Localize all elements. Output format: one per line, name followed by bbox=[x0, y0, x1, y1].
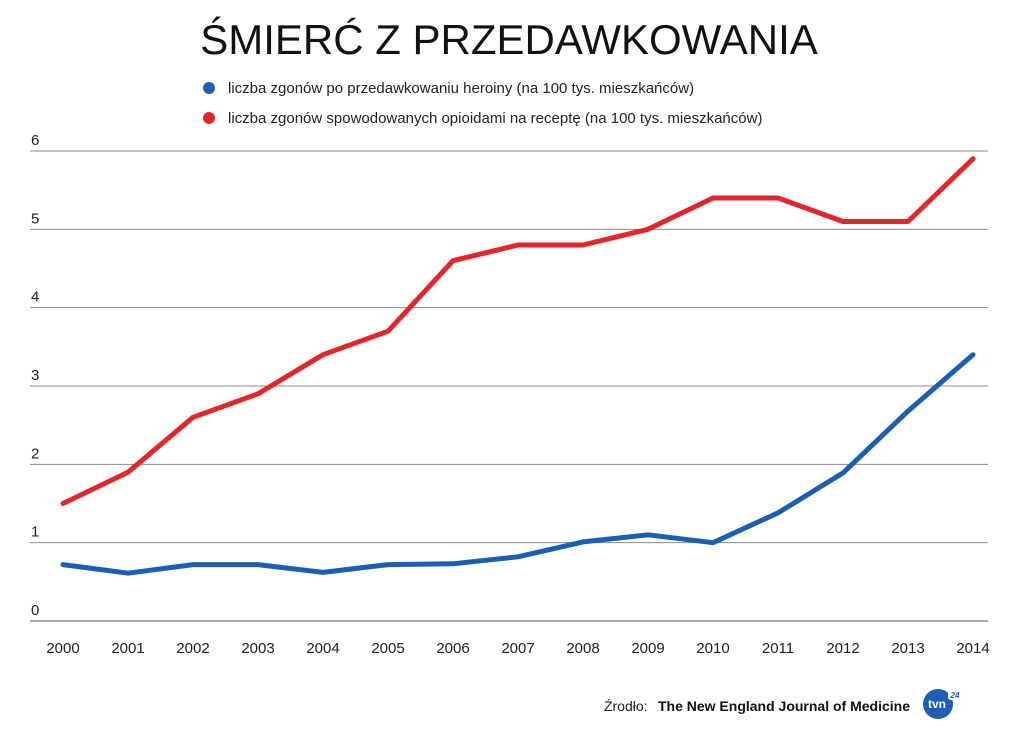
y-tick-label-0: 0 bbox=[31, 602, 39, 619]
x-tick-label-2013: 2013 bbox=[891, 640, 924, 657]
tvn24-logo: tvn 24 bbox=[923, 689, 962, 719]
legend-label-heroin: liczba zgonów po przedawkowaniu heroiny … bbox=[228, 80, 694, 97]
chart-title: ŚMIERĆ Z PRZEDAWKOWANIA bbox=[200, 15, 818, 63]
x-tick-label-2002: 2002 bbox=[176, 640, 209, 657]
x-tick-label-2004: 2004 bbox=[306, 640, 339, 657]
legend-marker-heroin bbox=[203, 82, 215, 94]
y-tick-label-1: 1 bbox=[31, 524, 39, 541]
series-line-1 bbox=[60, 156, 976, 506]
x-tick-label-2005: 2005 bbox=[371, 640, 404, 657]
x-axis-ticks: 2000 2001 2002 2003 2004 2005 2006 2007 2008 2009… bbox=[46, 640, 989, 657]
source-credit: Źrodło: The New England Journal of Medic… bbox=[604, 698, 910, 715]
y-tick-label-3: 3 bbox=[31, 367, 39, 384]
y-tick-label-6: 6 bbox=[31, 132, 39, 149]
logo-number: 24 bbox=[950, 691, 960, 700]
y-tick-label-2: 2 bbox=[31, 445, 39, 462]
x-tick-label-2001: 2001 bbox=[111, 640, 144, 657]
x-tick-label-2012: 2012 bbox=[826, 640, 859, 657]
x-tick-label-2006: 2006 bbox=[436, 640, 469, 657]
y-tick-label-5: 5 bbox=[31, 210, 39, 227]
legend-marker-prescription-opioids bbox=[203, 112, 215, 124]
y-tick-label-4: 4 bbox=[31, 289, 39, 306]
source-prefix: Źrodło: bbox=[604, 698, 648, 714]
logo-badge bbox=[923, 689, 953, 719]
x-tick-label-2007: 2007 bbox=[501, 640, 534, 657]
y-axis-ticks: 0 1 2 3 4 5 6 bbox=[31, 132, 39, 619]
x-tick-label-2000: 2000 bbox=[46, 640, 79, 657]
x-tick-label-2014: 2014 bbox=[956, 640, 989, 657]
logo-text: tvn bbox=[928, 697, 946, 711]
x-tick-label-2003: 2003 bbox=[241, 640, 274, 657]
x-tick-label-2011: 2011 bbox=[762, 640, 794, 657]
gridlines bbox=[30, 150, 988, 622]
logo-number-badge bbox=[948, 690, 962, 700]
source-line: Źrodło: The New England Journal of Medic… bbox=[604, 698, 910, 715]
legend: liczba zgonów po przedawkowaniu heroiny … bbox=[203, 80, 762, 127]
x-tick-label-2010: 2010 bbox=[696, 640, 729, 657]
x-tick-label-2009: 2009 bbox=[631, 640, 664, 657]
legend-label-prescription-opioids: liczba zgonów spowodowanych opioidami na… bbox=[228, 110, 762, 127]
series-line-0 bbox=[60, 352, 976, 576]
series-lines bbox=[60, 156, 976, 576]
source-name: The New England Journal of Medicine bbox=[658, 698, 910, 714]
x-tick-label-2008: 2008 bbox=[566, 640, 599, 657]
